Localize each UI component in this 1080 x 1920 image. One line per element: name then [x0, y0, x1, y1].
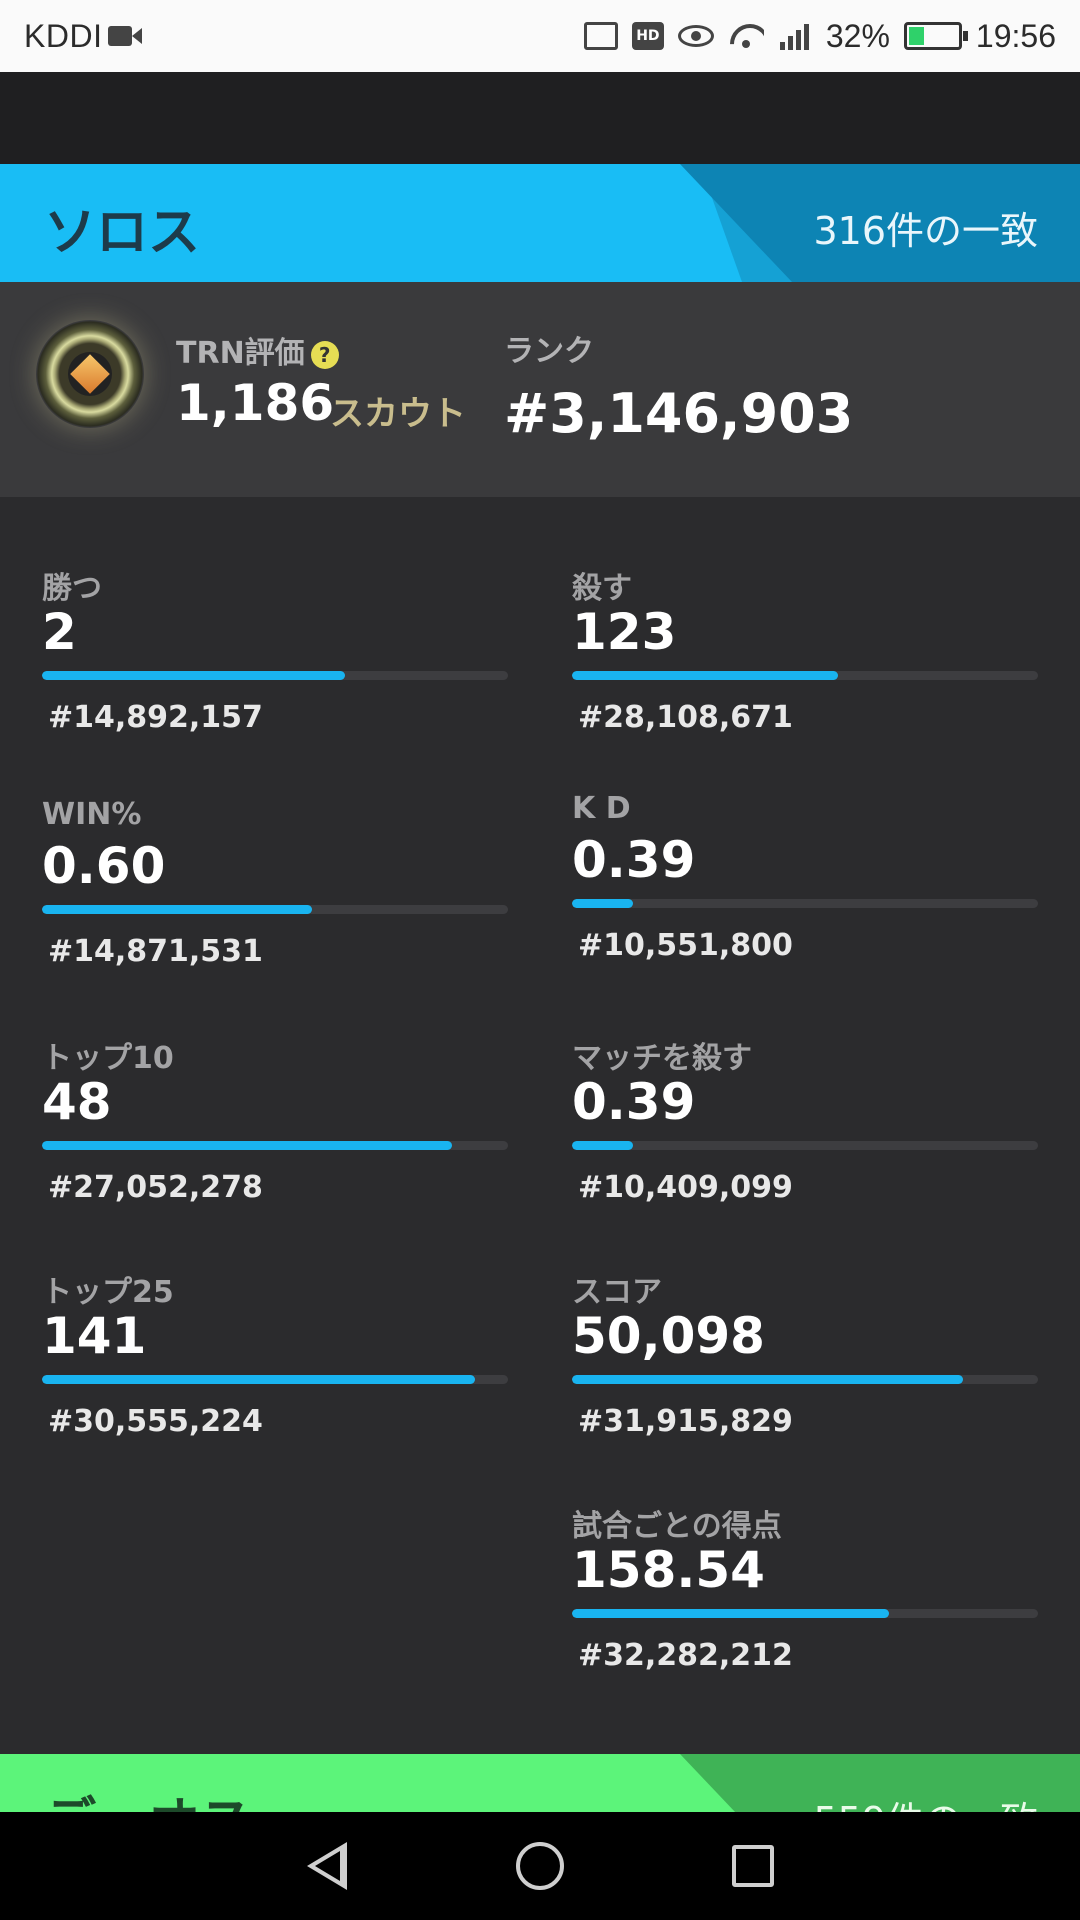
trn-rating-value: 1,186 — [176, 374, 335, 432]
stat-rank: #10,409,099 — [578, 1170, 793, 1205]
app-top-bar — [0, 72, 1080, 164]
stat-value: 50,098 — [572, 1307, 765, 1365]
header-accent — [680, 1754, 1080, 1812]
stat-progress-fill — [572, 1609, 889, 1618]
stat-progress-fill — [42, 671, 345, 680]
stat-item: WIN% 0.60 #14,871,531 — [42, 797, 508, 969]
trn-rating-label: TRN評価? — [176, 328, 339, 372]
back-button[interactable] — [297, 1836, 357, 1896]
stat-progress-fill — [42, 1375, 476, 1384]
stat-label: WIN% — [42, 797, 142, 832]
carrier-label: KDDI — [24, 17, 103, 54]
video-camera-icon — [108, 25, 143, 47]
stat-label: 勝つ — [42, 571, 102, 606]
rank-badge-icon — [36, 320, 144, 428]
stat-rank: #28,108,671 — [578, 700, 793, 735]
back-icon — [306, 1842, 347, 1890]
stat-item: トップ25 141 #30,555,224 — [42, 1267, 508, 1439]
stat-progress-bar — [572, 1375, 1038, 1384]
recent-apps-icon — [732, 1845, 775, 1887]
stat-value: 123 — [572, 603, 677, 661]
stat-value: 158.54 — [572, 1541, 765, 1599]
stat-value: 0.39 — [572, 1073, 696, 1131]
stat-progress-bar — [42, 1141, 508, 1150]
stat-progress-fill — [572, 899, 633, 908]
stat-item: マッチを殺す 0.39 #10,409,099 — [572, 1033, 1038, 1205]
stat-item: 勝つ 2 #14,892,157 — [42, 563, 508, 735]
wifi-icon — [728, 22, 764, 50]
stat-rank: #31,915,829 — [578, 1404, 793, 1439]
stat-label: 殺す — [572, 571, 632, 606]
status-bar: KDDI HD 32% 19:56 — [0, 0, 1080, 72]
stat-rank: #14,892,157 — [48, 700, 263, 735]
stat-progress-fill — [572, 1375, 964, 1384]
solos-section-header[interactable]: ソロス 316件の一致 — [0, 164, 1080, 282]
stat-progress-fill — [572, 671, 838, 680]
stat-rank: #32,282,212 — [578, 1638, 793, 1673]
stat-value: 0.60 — [42, 837, 166, 895]
trn-tier: スカウト — [330, 394, 466, 434]
stat-rank: #27,052,278 — [48, 1170, 263, 1205]
rank-value: #3,146,903 — [504, 382, 854, 445]
eye-icon — [677, 25, 714, 47]
stat-progress-bar — [42, 671, 508, 680]
stat-value: 141 — [42, 1307, 147, 1365]
stat-label: トップ10 — [42, 1041, 174, 1076]
stat-value: 2 — [42, 603, 77, 661]
home-button[interactable] — [510, 1836, 570, 1896]
stat-progress-bar — [572, 1141, 1038, 1150]
duos-section-header[interactable]: デュオス 559件の一致 — [0, 1754, 1080, 1812]
trn-rating-label-text: TRN評価 — [176, 336, 305, 371]
stat-item: トップ10 48 #27,052,278 — [42, 1033, 508, 1205]
help-icon[interactable]: ? — [310, 340, 339, 369]
home-icon — [515, 1842, 564, 1890]
stat-item: K D 0.39 #10,551,800 — [572, 791, 1038, 963]
stat-label: トップ25 — [42, 1275, 174, 1310]
stat-label: 試合ごとの得点 — [572, 1509, 782, 1544]
section-title: デュオス — [44, 1780, 252, 1812]
stat-value: 48 — [42, 1073, 112, 1131]
stat-label: K D — [572, 791, 631, 826]
stat-item: スコア 50,098 #31,915,829 — [572, 1267, 1038, 1439]
match-count: 559件の一致 — [813, 1790, 1038, 1812]
stat-item: 試合ごとの得点 158.54 #32,282,212 — [572, 1501, 1038, 1673]
stat-progress-fill — [42, 1141, 453, 1150]
stats-grid: 勝つ 2 #14,892,157 WIN% 0.60 #14,871,531 トップ10 48… — [0, 497, 1080, 1754]
stat-progress-bar — [572, 671, 1038, 680]
status-icons: HD 32% 19:56 — [583, 17, 1056, 55]
section-title: ソロス — [44, 203, 201, 263]
stat-rank: #10,551,800 — [578, 928, 793, 963]
stat-value: 0.39 — [572, 831, 696, 889]
battery-percent: 32% — [825, 17, 890, 54]
stat-rank: #30,555,224 — [48, 1404, 263, 1439]
rank-label: ランク — [504, 334, 594, 369]
cell-signal-icon — [778, 22, 812, 50]
clock: 19:56 — [975, 17, 1056, 54]
stat-progress-fill — [42, 905, 313, 914]
hd-icon: HD — [631, 22, 664, 50]
stat-progress-bar — [42, 1375, 508, 1384]
stat-progress-fill — [572, 1141, 633, 1150]
stat-label: マッチを殺す — [572, 1041, 752, 1076]
stat-rank: #14,871,531 — [48, 934, 263, 969]
match-count: 316件の一致 — [813, 209, 1038, 253]
cast-icon — [583, 22, 618, 50]
battery-charging-icon — [903, 22, 968, 50]
stat-progress-bar — [42, 905, 508, 914]
stat-progress-bar — [572, 1609, 1038, 1618]
stat-progress-bar — [572, 899, 1038, 908]
rating-panel: TRN評価? 1,186 スカウト ランク #3,146,903 — [0, 282, 1080, 497]
stat-item: 殺す 123 #28,108,671 — [572, 563, 1038, 735]
navigation-bar — [0, 1812, 1080, 1920]
recent-apps-button[interactable] — [723, 1836, 783, 1896]
stat-label: スコア — [572, 1275, 662, 1310]
